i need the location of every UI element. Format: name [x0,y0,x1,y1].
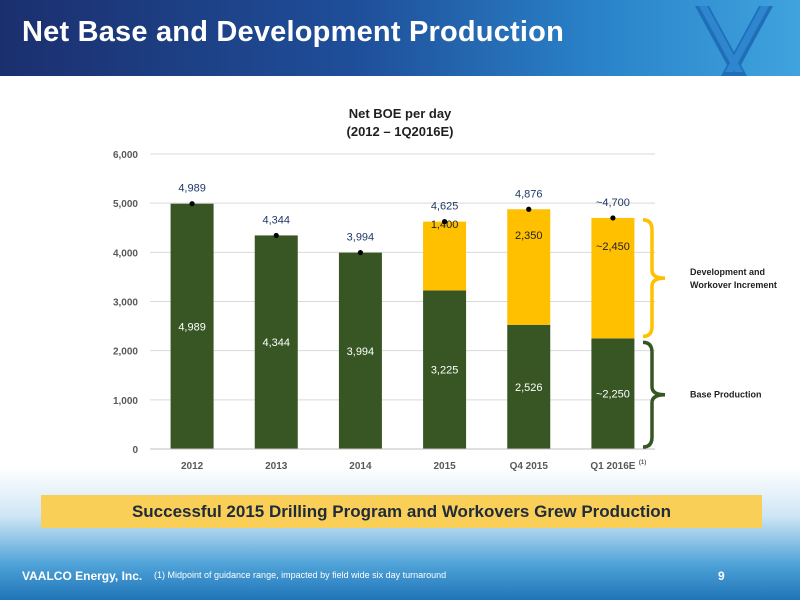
data-label-base: ~2,250 [596,389,630,401]
data-label-base: 4,344 [262,337,290,349]
x-axis: 2012 2013 2014 2015 Q4 2015 Q1 2016E (1) [150,448,655,472]
total-marker [273,232,279,239]
legend-base: Base Production [690,390,762,400]
bars [170,203,635,449]
x-tick-label: Q4 2015 [510,461,549,472]
data-label-total: 4,344 [262,214,290,226]
data-label-development: 2,350 [515,230,543,242]
legend-development-line1: Development and [690,267,765,277]
bar-base [254,235,298,449]
bar-development [507,209,551,325]
bar-base [507,324,551,449]
bar-base [338,252,382,449]
brace-development [642,218,666,339]
y-tick-label: 6,000 [113,150,138,161]
bar-development [423,221,467,291]
total-marker [610,215,616,221]
data-label-development: ~2,450 [596,241,630,253]
total-marker [441,219,448,225]
bar-base [591,338,635,449]
bar-base [423,290,467,449]
data-labels: 4,989 4,989 4,344 4,344 3,994 3,994 3,225 1,400… [178,183,630,401]
footnote: (1) Midpoint of guidance range, impacted… [154,570,447,580]
y-tick-label: 4,000 [113,248,138,259]
y-tick-label: 0 [132,445,138,456]
total-marker [189,201,195,207]
x-tick-label: Q1 2016E [590,461,635,472]
x-tick-label: 2012 [181,461,204,472]
total-marker [357,250,364,256]
brace-base [642,340,666,449]
data-label-base: 3,994 [347,346,375,358]
data-label-base: 2,526 [515,382,543,394]
y-axis: 0 1,000 2,000 3,000 4,000 5,000 6,000 [113,150,138,456]
page-number: 9 [718,569,725,583]
y-tick-label: 2,000 [113,347,138,358]
chart-title-line1: Net BOE per day [349,106,452,121]
footnote-marker: (1) [639,460,646,466]
company-name: VAALCO Energy, Inc. [22,569,143,583]
data-label-base: 3,225 [431,365,459,377]
chart-title-line2: (2012 – 1Q2016E) [347,124,454,139]
legend: Development and Workover Increment Base Pr… [690,267,777,400]
bar-base [170,203,214,449]
production-chart: 0 1,000 2,000 3,000 4,000 5,000 6,000 2012 2013… [113,106,777,472]
x-tick-label: 2014 [349,461,372,472]
company-logo [695,6,773,76]
total-marker [526,206,532,212]
callout-banner: Successful 2015 Drilling Program and Wor… [41,495,762,528]
x-tick-label: 2015 [433,461,456,472]
data-label-base: 4,989 [178,321,206,333]
y-tick-label: 1,000 [113,396,138,407]
data-label-total: 4,625 [431,201,459,213]
legend-development-line2: Workover Increment [690,280,777,290]
data-label-total: 4,876 [515,188,543,200]
bar-development [591,217,635,339]
legend-braces [642,218,666,449]
data-label-total: 3,994 [347,232,375,244]
page-title: Net Base and Development Production [22,16,564,48]
data-label-total: 4,989 [178,183,206,195]
chart-grid [150,153,655,450]
header-banner: Net Base and Development Production [0,0,800,76]
data-label-total: ~4,700 [596,197,630,209]
y-tick-label: 3,000 [113,298,138,309]
y-tick-label: 5,000 [113,199,138,210]
data-label-development: 1,400 [431,219,459,231]
x-tick-label: 2013 [265,461,288,472]
